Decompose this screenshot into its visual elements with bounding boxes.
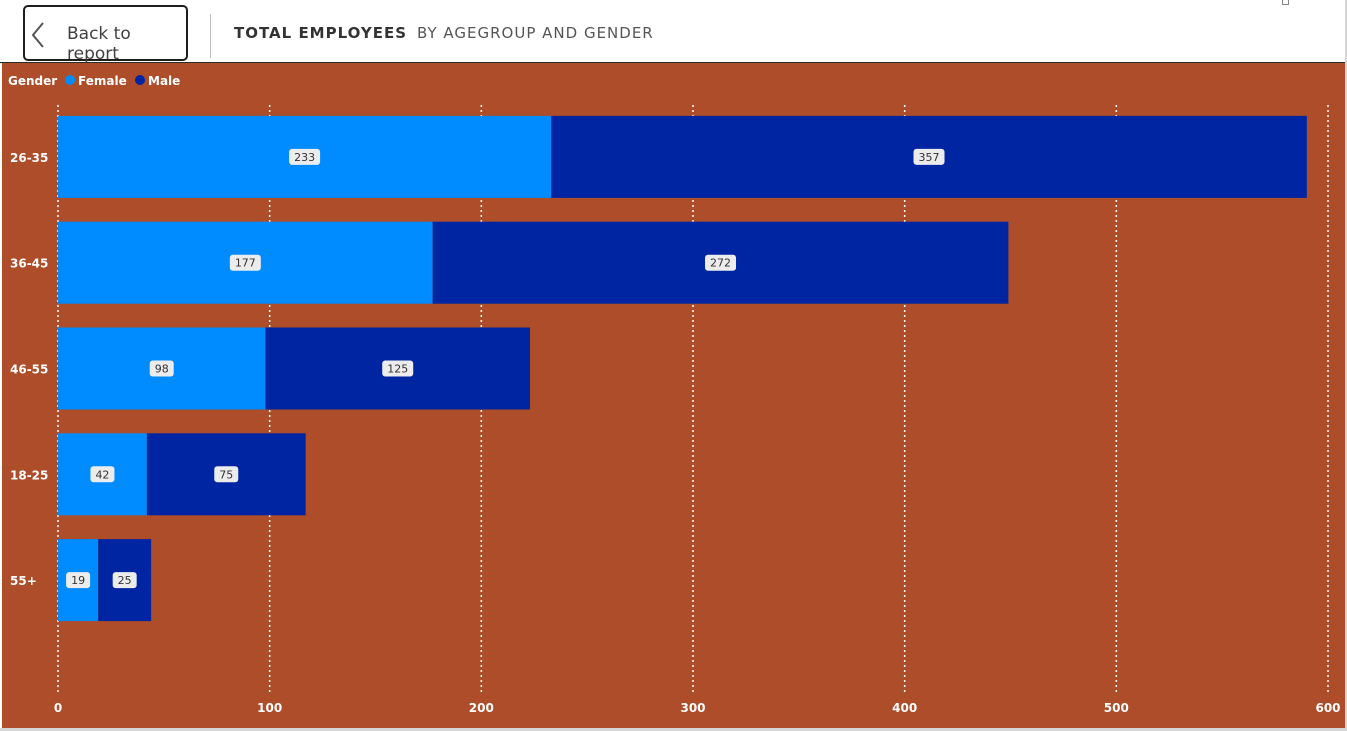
page-title: TOTAL EMPLOYEES xyxy=(234,24,408,42)
data-label: 233 xyxy=(294,151,315,164)
y-category-label: 55+ xyxy=(10,574,37,588)
data-label-bg xyxy=(90,466,115,483)
data-label-bg xyxy=(112,572,137,589)
legend-label-male: Male xyxy=(148,74,180,88)
data-label-bg xyxy=(229,254,261,271)
data-label: 75 xyxy=(219,468,233,481)
header-divider xyxy=(210,14,211,58)
legend-marker-male xyxy=(135,75,145,85)
data-label: 19 xyxy=(71,574,85,587)
x-tick-label: 100 xyxy=(257,701,282,715)
chart-canvas: 0 100 200 300 400 500 600 Gender Female Male 26-35… xyxy=(8,74,1341,715)
y-category-label: 46-55 xyxy=(10,363,48,377)
stacked-bar-chart: 0 100 200 300 400 500 600 Gender Female Male 26-35… xyxy=(2,63,1345,728)
data-label: 125 xyxy=(387,363,408,376)
y-category-label: 18-25 xyxy=(10,468,48,482)
frame-edge-right xyxy=(1345,0,1347,731)
data-label: 272 xyxy=(710,257,731,270)
frame-edge-bottom xyxy=(0,728,1347,731)
data-label: 42 xyxy=(95,468,109,481)
y-category-label: 36-45 xyxy=(10,257,48,271)
data-label-bg xyxy=(149,360,174,377)
x-tick-label: 200 xyxy=(469,701,494,715)
legend-title: Gender xyxy=(8,74,57,88)
legend-label-female: Female xyxy=(78,74,127,88)
data-label-bg xyxy=(214,466,239,483)
data-label-bg xyxy=(913,148,945,165)
data-label-bg xyxy=(705,254,737,271)
data-label: 98 xyxy=(155,363,169,376)
data-label-bg xyxy=(66,572,91,589)
x-tick-label: 300 xyxy=(680,701,705,715)
data-label: 177 xyxy=(235,257,256,270)
corner-mark xyxy=(1282,0,1289,5)
back-to-report-button[interactable]: Back to report xyxy=(23,5,188,64)
data-label-bg xyxy=(289,148,321,165)
x-tick-label: 600 xyxy=(1315,701,1340,715)
data-label: 25 xyxy=(118,574,132,587)
report-header: Back to report TOTAL EMPLOYEES BY AGEGRO… xyxy=(0,0,1347,64)
x-tick-label: 0 xyxy=(54,701,62,715)
x-tick-label: 500 xyxy=(1104,701,1129,715)
data-label-bg xyxy=(382,360,414,377)
page-subtitle: BY AGEGROUP AND GENDER xyxy=(417,24,654,42)
legend-marker-female xyxy=(65,75,75,85)
data-label: 357 xyxy=(919,151,940,164)
x-tick-label: 400 xyxy=(892,701,917,715)
chevron-left-icon xyxy=(31,22,44,48)
y-category-label: 26-35 xyxy=(10,151,48,165)
back-button-label: Back to report xyxy=(67,24,131,64)
